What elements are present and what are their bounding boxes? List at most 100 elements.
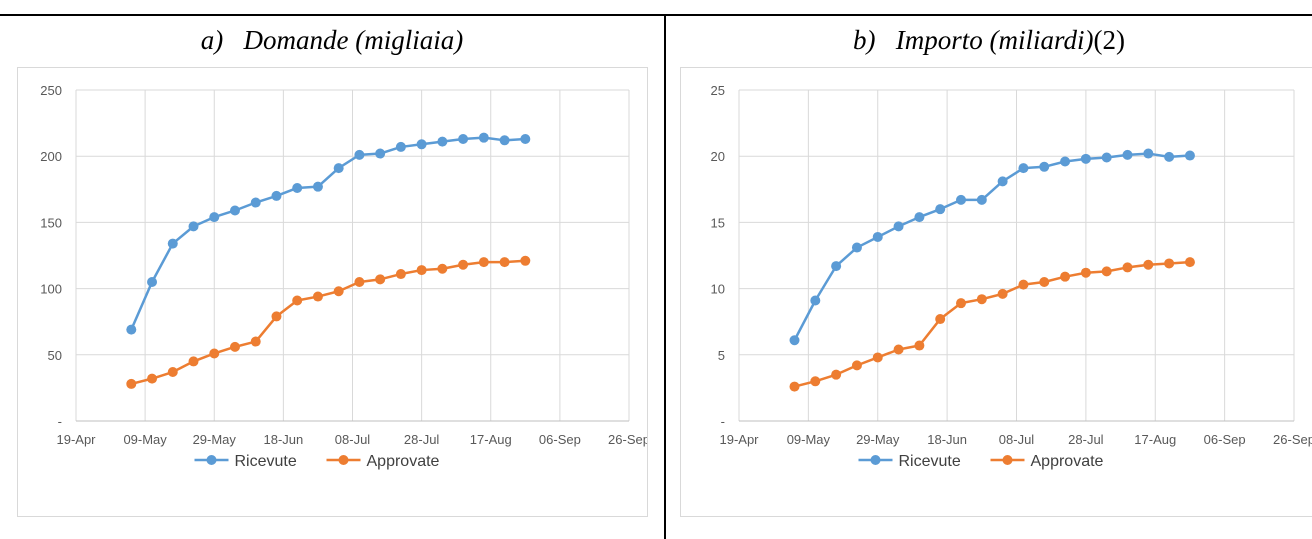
- chart-a-point-ricevute: [292, 182, 303, 193]
- panel-a-title-text: Domande (migliaia): [243, 25, 464, 55]
- chart-b-x-tick-label: 08-Jul: [999, 432, 1035, 447]
- chart-b-y-tick-label: 15: [711, 215, 725, 230]
- chart-a-legend-label-approvate: Approvate: [367, 453, 440, 470]
- chart-b-point-ricevute: [976, 194, 987, 205]
- chart-b-point-ricevute: [893, 221, 904, 232]
- chart-b-x-tick-label: 06-Sep: [1204, 432, 1246, 447]
- chart-b-x-tick-label: 28-Jul: [1068, 432, 1104, 447]
- chart-b-point-ricevute: [1101, 152, 1112, 163]
- chart-a-x-tick-label: 08-Jul: [335, 432, 371, 447]
- chart-b-point-ricevute: [851, 242, 862, 253]
- chart-b-point-ricevute: [997, 176, 1008, 187]
- chart-b-point-approvate: [1101, 266, 1112, 277]
- chart-a-series-line-approvate: [130, 259, 526, 386]
- chart-b-point-approvate: [997, 288, 1008, 299]
- chart-a-point-approvate: [292, 295, 303, 306]
- chart-b-point-approvate: [810, 376, 821, 387]
- panel-a-title: a) Domande (migliaia): [0, 18, 664, 62]
- chart-a-point-ricevute: [250, 197, 261, 208]
- chart-a-x-tick-label: 26-Sep: [608, 432, 647, 447]
- chart-b-legend-label-ricevute: Ricevute: [899, 453, 961, 470]
- chart-b-point-approvate: [851, 360, 862, 371]
- chart-a-point-ricevute: [520, 133, 531, 144]
- chart-b-point-ricevute: [789, 335, 800, 346]
- chart-a-point-approvate: [188, 356, 199, 367]
- panel-b-title-suffix: (2): [1093, 25, 1125, 55]
- chart-b-point-ricevute: [1184, 150, 1195, 161]
- chart-a-point-approvate: [333, 286, 344, 297]
- chart-b-point-ricevute: [1122, 149, 1133, 160]
- chart-b-point-approvate: [1143, 259, 1154, 270]
- chart-a-point-approvate: [167, 367, 178, 378]
- chart-b-point-ricevute: [1143, 148, 1154, 159]
- chart-a-point-ricevute: [126, 324, 137, 335]
- chart-a-point-ricevute: [458, 133, 469, 144]
- chart-a-box: - 50 100 150 200 250 19-Apr 09-May 29-May 18-Jun 0…: [17, 67, 650, 517]
- chart-a-point-approvate: [458, 259, 469, 270]
- chart-b-y-tick-label: 5: [718, 348, 725, 363]
- chart-b-point-approvate: [956, 298, 966, 309]
- chart-a-y-tick-label: 50: [48, 348, 62, 363]
- chart-b-point-ricevute: [1060, 156, 1071, 167]
- chart-a-point-approvate: [499, 257, 510, 268]
- chart-a-legend-marker-approvate: [338, 455, 349, 465]
- chart-b-point-approvate: [976, 294, 987, 305]
- chart-b-legend-label-approvate: Approvate: [1031, 453, 1104, 470]
- chart-b-x-tick-label: 29-May: [856, 432, 900, 447]
- chart-a-point-ricevute: [437, 136, 448, 147]
- column-divider: [664, 15, 666, 539]
- chart-b-x-tick-label: 18-Jun: [927, 432, 967, 447]
- chart-b-x-tick-label: 17-Aug: [1134, 432, 1176, 447]
- chart-a-point-approvate: [229, 341, 240, 352]
- chart-b-y-tick-label: -: [721, 414, 725, 429]
- chart-a-point-approvate: [147, 373, 158, 384]
- chart-b-point-ricevute: [1164, 151, 1175, 162]
- chart-a-point-ricevute: [499, 135, 510, 146]
- chart-b-point-approvate: [1018, 279, 1029, 290]
- chart-a-point-ricevute: [167, 238, 178, 249]
- chart-a-x-tick-label: 09-May: [123, 432, 167, 447]
- chart-a-point-ricevute: [478, 132, 489, 143]
- panel-b-title-text: Importo (miliardi): [895, 25, 1094, 55]
- chart-b-x-tick-label: 09-May: [787, 432, 831, 447]
- chart-a-point-ricevute: [229, 205, 240, 216]
- chart-b-point-approvate: [789, 381, 800, 392]
- chart-b-point-approvate: [1164, 258, 1175, 269]
- chart-a-x-tick-label: 17-Aug: [470, 432, 512, 447]
- chart-b-point-approvate: [893, 344, 904, 355]
- top-rule: [0, 14, 1312, 16]
- chart-a-point-approvate: [520, 255, 531, 266]
- chart-a-point-ricevute: [209, 212, 220, 223]
- chart-b-legend-marker-approvate: [1002, 455, 1013, 465]
- chart-a-x-tick-label: 19-Apr: [56, 432, 96, 447]
- chart-b-point-approvate: [914, 340, 925, 351]
- chart-b-point-approvate: [935, 314, 946, 325]
- panel-b-letter: b): [853, 25, 876, 55]
- chart-a-y-tick-label: -: [58, 414, 62, 429]
- chart-a-point-ricevute: [375, 148, 386, 159]
- chart-a-y-tick-label: 250: [40, 83, 62, 98]
- chart-b-point-approvate: [1122, 262, 1133, 273]
- chart-b-point-ricevute: [831, 261, 842, 272]
- chart-b-point-approvate: [1060, 271, 1071, 282]
- chart-b-point-approvate: [872, 352, 883, 363]
- chart-a-point-approvate: [395, 269, 406, 280]
- chart-a-point-approvate: [209, 348, 220, 359]
- chart-b-y-tick-label: 25: [711, 83, 725, 98]
- chart-a-legend-label-ricevute: Ricevute: [235, 453, 297, 470]
- chart-a-y-tick-label: 150: [40, 215, 62, 230]
- chart-a-point-ricevute: [354, 149, 365, 160]
- chart-b-point-approvate: [1184, 257, 1195, 268]
- chart-a-point-approvate: [437, 263, 448, 274]
- chart-b-point-ricevute: [872, 231, 883, 242]
- chart-a-point-ricevute: [188, 221, 199, 232]
- chart-a-point-ricevute: [333, 163, 344, 174]
- chart-a-y-tick-label: 100: [40, 282, 62, 297]
- chart-a-x-tick-label: 18-Jun: [264, 432, 304, 447]
- chart-a-point-approvate: [416, 265, 427, 276]
- chart-b-x-tick-label: 26-Sep: [1273, 432, 1312, 447]
- panel-a-letter: a): [200, 25, 224, 55]
- chart-a-x-tick-label: 29-May: [193, 432, 237, 447]
- chart-b-point-ricevute: [956, 194, 966, 205]
- chart-a-point-ricevute: [271, 190, 282, 201]
